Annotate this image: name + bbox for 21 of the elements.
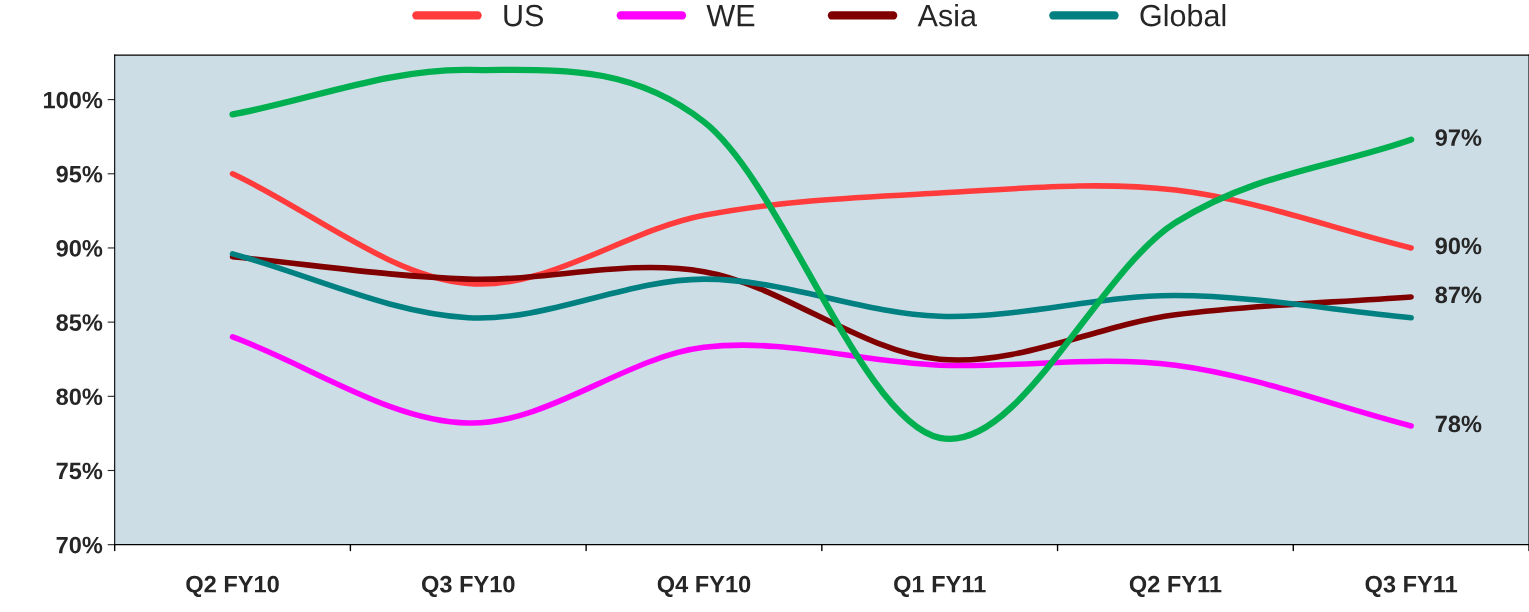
legend-label: US	[504, 4, 544, 27]
x-tick-label: Q3 FY10	[421, 575, 515, 597]
y-tick-label: 85%	[56, 314, 103, 331]
x-tick-label: Q2 FY11	[1129, 575, 1222, 597]
legend-label: Global	[1140, 3, 1226, 27]
x-tick-label: Q3 FY11	[1365, 575, 1458, 597]
y-tick-label: 100%	[43, 91, 103, 109]
y-tick-label: 75%	[56, 462, 103, 480]
data-label: 90%	[1435, 237, 1482, 255]
legend-label: WE	[706, 5, 755, 27]
y-tick-label: 95%	[56, 165, 103, 183]
data-label: 97%	[1435, 129, 1482, 146]
data-label: 78%	[1435, 415, 1482, 433]
x-tick-label: Q1 FY11	[894, 575, 986, 597]
y-tick-label: 80%	[56, 388, 103, 406]
y-tick-label: 90%	[56, 240, 103, 257]
legend-label: Asia	[917, 3, 977, 27]
x-tick-label: Q4 FY10	[657, 575, 751, 597]
data-label: 87%	[1435, 286, 1482, 304]
x-tick-label: Q2 FY10	[186, 575, 279, 597]
y-tick-label: 70%	[56, 536, 103, 554]
